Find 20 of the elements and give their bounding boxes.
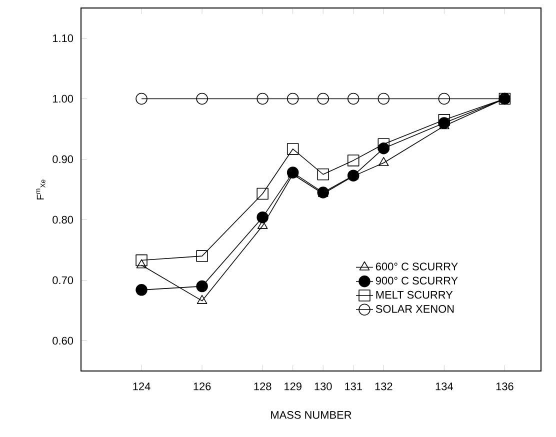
x-tick-label: 132 xyxy=(375,382,392,390)
legend-label: 600° C SCURRY xyxy=(376,262,458,270)
x-tick-label: 136 xyxy=(496,382,514,390)
y-tick-label: 0.90 xyxy=(52,155,74,164)
y-tick-label: 1.00 xyxy=(52,94,74,103)
x-tick-label: 130 xyxy=(314,382,332,390)
y-tick-label: 0.60 xyxy=(52,336,74,345)
legend-label: 900° C SCURRY xyxy=(376,276,458,285)
y-tick-label: 0.80 xyxy=(52,216,74,224)
x-tick-label: 131 xyxy=(345,382,362,390)
legend-label: MELT SCURRY xyxy=(376,290,453,299)
y-tick-label: 1.10 xyxy=(52,34,74,42)
y-tick-label: 0.70 xyxy=(52,276,74,284)
x-tick-label: 126 xyxy=(194,382,211,390)
x-axis-title: MASS NUMBER xyxy=(271,411,352,419)
x-tick-label: 134 xyxy=(436,382,453,390)
legend-label: SOLAR XENON xyxy=(376,305,454,313)
x-tick-label: 128 xyxy=(254,382,272,390)
x-tick-label: 129 xyxy=(284,382,302,390)
x-tick-label: 124 xyxy=(133,382,150,390)
